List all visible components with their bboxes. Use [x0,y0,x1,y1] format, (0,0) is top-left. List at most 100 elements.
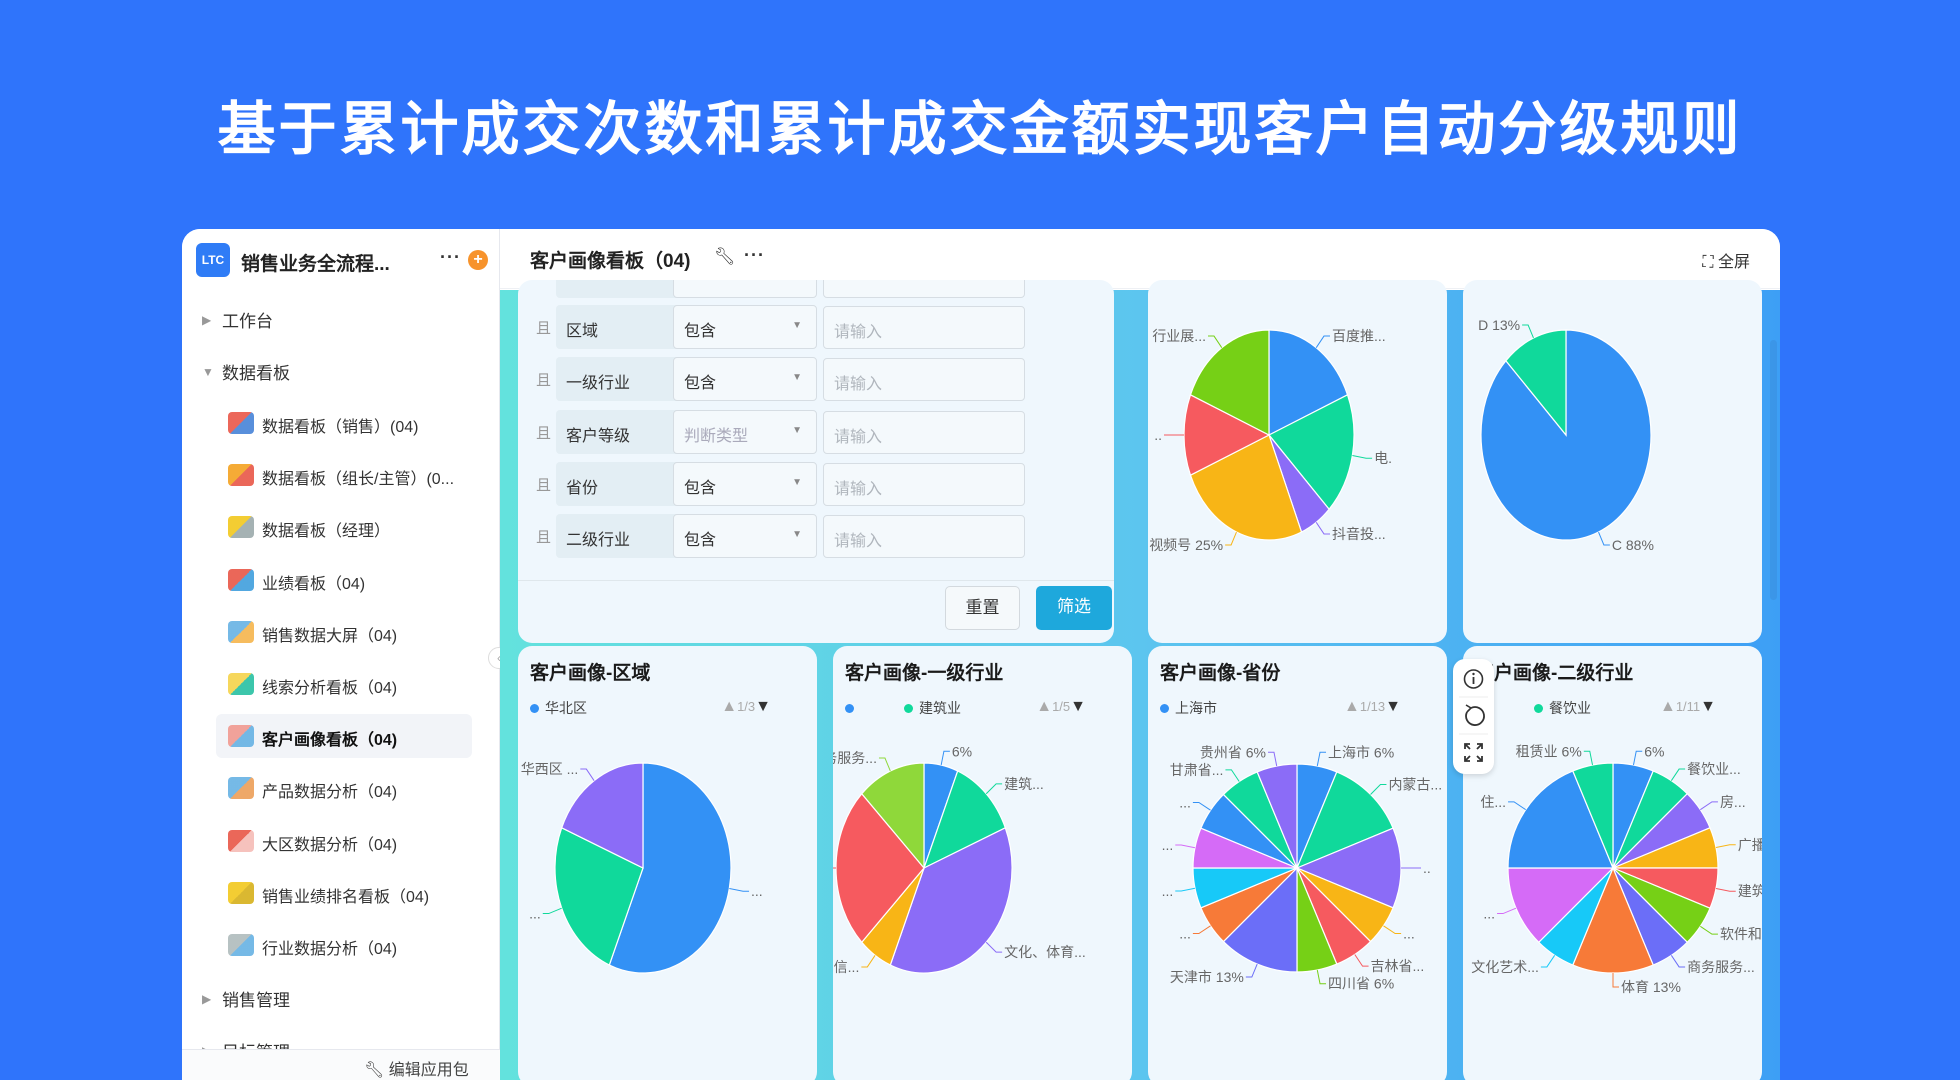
product-data-icon [228,777,254,800]
sidebar-item-label: 销售数据大屏（04) [262,627,398,645]
legend-item[interactable]: 餐饮业 [1534,700,1591,716]
sidebar-item-label: 数据看板（销售）(04) [262,419,419,436]
sidebar-item[interactable]: 行业数据分析（04) [216,923,472,967]
sidebar-item[interactable]: 数据看板（销售）(04) [216,401,472,445]
filter-value-input[interactable]: 请输入 [823,462,1025,506]
sidebar-group-sales[interactable]: ▶ 销售管理 [202,986,290,1010]
app-more-button[interactable]: ··· [440,247,461,267]
wrench-icon[interactable]: 🔧︎ [714,247,736,266]
pie-slice[interactable] [1507,867,1615,944]
page-up-icon[interactable]: ▲ [1344,698,1360,715]
chevron-down-icon: ▼ [792,476,802,488]
sidebar-item[interactable]: 客户画像看板（04) [216,714,472,759]
filter-value-input[interactable]: 请输入 [823,306,1025,349]
filter-field: 区域 [556,305,696,349]
pie-slice[interactable] [889,826,1013,974]
expand-icon[interactable] [1464,743,1483,762]
legend-item[interactable]: 建筑业 [904,700,961,716]
app-name[interactable]: 销售业务全流程... [241,254,390,275]
page-up-icon[interactable]: ▲ [1036,698,1053,715]
group-label: 工作台 [222,312,273,331]
operator-select[interactable]: 包含 ▼ [673,357,817,402]
pie-slice[interactable] [860,762,925,870]
apply-filter-button[interactable]: 筛选 [1036,586,1112,630]
fullscreen-button[interactable]: ⛶ 全屏 [1702,248,1750,272]
big-screen-icon [228,620,254,643]
filter-value-input[interactable]: 请输入 [823,515,1025,559]
pie-slice-label: 商务服务... [1687,959,1755,975]
sidebar-group-dashboards[interactable]: ▼ 数据看板 [202,359,290,383]
legend-item[interactable] [845,700,860,716]
sidebar: LTC 销售业务全流程... ··· + ▶ 工作台 ▼ 数据看板 数据看板（销售）… [182,229,500,1080]
pie-slice[interactable] [1572,762,1614,869]
filter-value-placeholder: 请输入 [834,324,883,341]
legend-item[interactable]: 上海市 [1160,700,1217,716]
sidebar-item[interactable]: 销售数据大屏（04) [216,610,472,654]
page-up-icon[interactable]: ▲ [721,698,738,715]
filter-value-input[interactable] [823,280,1025,298]
page-down-icon[interactable]: ▼ [1070,698,1086,715]
sidebar-item[interactable]: 线索分析看板（04) [216,662,472,706]
pie-slice-label: 内蒙古... [1388,777,1442,793]
sidebar-group-workbench[interactable]: ▶ 工作台 [202,307,273,331]
pie-slice[interactable] [1222,866,1298,973]
info-icon[interactable] [1463,669,1484,689]
edit-app-package-button[interactable]: 🔧︎ 编辑应用包 [364,1056,469,1080]
pie-slice-label: 视频号 25% [1149,537,1223,553]
page-down-icon[interactable]: ▼ [755,698,771,715]
sidebar-item[interactable]: 大区数据分析（04) [216,819,472,863]
filter-field: 省份 [556,461,696,506]
operator-select[interactable]: 包含 ▼ [673,305,817,349]
pie-label-line [542,907,562,915]
refresh-icon[interactable] [1465,704,1485,726]
legend-dot-icon [845,704,854,713]
pie-slice[interactable] [1295,827,1402,909]
legend-page: 1/5 [1052,699,1071,714]
legend-pager: ▲1/5▼ [1036,698,1086,716]
page-down-icon[interactable]: ▼ [1385,698,1401,715]
filter-value-input[interactable]: 请输入 [823,358,1025,402]
pie-slice[interactable] [560,762,644,869]
page-down-icon[interactable]: ▼ [1700,698,1716,715]
pie-label-line [1316,969,1327,985]
pie-chart: 6% 餐饮业... 房... 广播、建筑装软件和信商务服务... 体育 13% 文化艺术.… [1471,743,1762,995]
pie-slice[interactable] [1189,329,1270,436]
scrollbar[interactable] [1770,340,1777,600]
pie-slice[interactable] [1507,770,1614,869]
sidebar-item[interactable]: 产品数据分析（04) [216,766,472,810]
pie-slice[interactable] [1268,329,1349,436]
legend-item[interactable]: 华北区 [530,700,587,716]
page-up-icon[interactable]: ▲ [1659,698,1676,715]
sidebar-item[interactable]: 数据看板（经理） [216,505,472,549]
pie-slice[interactable] [1256,763,1298,869]
bar-growth-icon [228,464,254,487]
filter-value-input[interactable]: 请输入 [823,410,1025,454]
pie-slice[interactable] [1505,329,1567,437]
pie-slice[interactable] [1268,393,1355,511]
sidebar-item-label: 行业数据分析（04) [262,941,398,958]
legend-pager: ▲1/11▼ [1660,698,1716,716]
pie-slice[interactable] [835,792,925,944]
pie-slice-label: 租赁和商务服务... [833,750,877,766]
pie-slice-label: 百度推... [1332,328,1386,344]
sidebar-item[interactable]: 业绩看板（04) [216,558,472,602]
pie-slice-label: 6% [952,743,972,759]
operator-select[interactable]: 包含 ▼ [673,514,817,559]
legend-page: 1/11 [1675,699,1701,714]
add-button[interactable]: + [468,250,488,270]
pie-label-line [1670,955,1686,968]
reset-button[interactable]: 重置 [945,586,1020,630]
sidebar-item[interactable]: 销售业绩排名看板（04) [216,871,472,915]
chart-card: C 88% D 13% [1463,280,1762,643]
operator-select[interactable] [673,280,817,298]
pie-slice[interactable] [1572,866,1654,974]
operator-select[interactable]: 包含 ▼ [673,461,817,506]
pie-slice[interactable] [554,826,644,966]
pie-slice[interactable] [1295,771,1394,870]
pie-slice[interactable] [922,770,1007,870]
operator-select[interactable]: 判断类型 ▼ [673,409,817,454]
pie-label-line [1315,335,1331,348]
page-more-button[interactable]: ··· [744,245,765,265]
sidebar-item[interactable]: 数据看板（组长/主管）(0... [216,453,472,497]
